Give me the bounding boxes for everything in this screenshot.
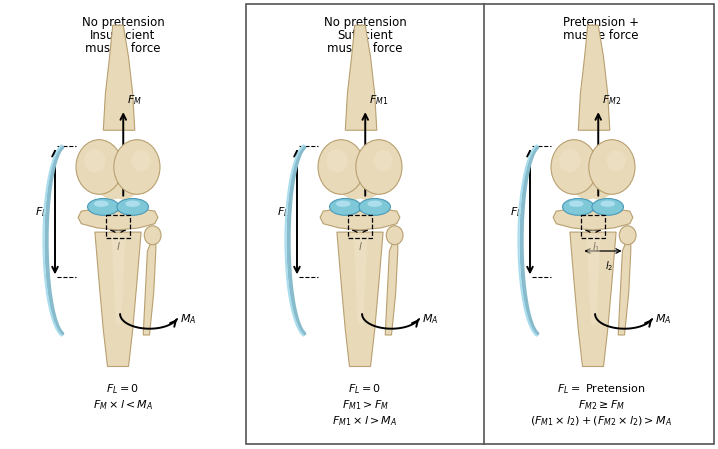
Text: $F_L = $ Pretension: $F_L = $ Pretension [556, 382, 645, 396]
Ellipse shape [126, 201, 140, 207]
Polygon shape [345, 25, 377, 130]
Polygon shape [337, 232, 383, 366]
Text: $F_L = 0$: $F_L = 0$ [348, 382, 381, 396]
Polygon shape [578, 25, 610, 130]
Bar [348, 216, 371, 238]
Text: No pretension: No pretension [324, 16, 406, 29]
Text: $F_L$: $F_L$ [277, 205, 289, 219]
Ellipse shape [330, 198, 361, 216]
Polygon shape [553, 209, 633, 230]
Ellipse shape [359, 198, 391, 216]
Text: $F_{M1} > F_M$: $F_{M1} > F_M$ [342, 398, 388, 412]
Polygon shape [354, 235, 368, 325]
Ellipse shape [94, 201, 108, 207]
Polygon shape [572, 162, 614, 201]
Ellipse shape [113, 140, 160, 194]
Text: Pretension +: Pretension + [563, 16, 639, 29]
Text: $F_{M1}$: $F_{M1}$ [370, 93, 389, 107]
Ellipse shape [373, 150, 393, 171]
Ellipse shape [386, 226, 403, 245]
Text: Sufficient: Sufficient [337, 29, 393, 42]
Polygon shape [112, 235, 126, 325]
Text: $M_A$: $M_A$ [180, 312, 197, 326]
Ellipse shape [559, 149, 580, 172]
Ellipse shape [117, 198, 149, 216]
Text: $(F_{M1} \times l_2) + (F_{M2} \times l_2) > M_A$: $(F_{M1} \times l_2) + (F_{M2} \times l_… [530, 414, 672, 427]
Text: Insufficient: Insufficient [90, 29, 156, 42]
Ellipse shape [562, 198, 594, 216]
Ellipse shape [569, 201, 584, 207]
Polygon shape [618, 241, 631, 335]
Ellipse shape [551, 140, 597, 194]
Ellipse shape [144, 226, 161, 245]
Text: $l_2$: $l_2$ [605, 260, 613, 273]
Text: muscle force: muscle force [563, 29, 639, 42]
Ellipse shape [85, 149, 106, 172]
Text: $l$: $l$ [358, 241, 363, 252]
Polygon shape [78, 209, 158, 230]
Polygon shape [320, 209, 400, 230]
Text: $F_M \times l < M_A$: $F_M \times l < M_A$ [93, 398, 153, 412]
Ellipse shape [327, 149, 348, 172]
Text: $F_M$: $F_M$ [128, 93, 142, 107]
Text: muscle force: muscle force [85, 42, 161, 55]
Polygon shape [587, 235, 600, 325]
Ellipse shape [592, 198, 623, 216]
Polygon shape [143, 241, 156, 335]
Text: $F_{M2}$: $F_{M2}$ [602, 93, 622, 107]
Ellipse shape [619, 226, 636, 245]
Text: $F_L$: $F_L$ [510, 205, 523, 219]
Ellipse shape [88, 198, 119, 216]
Text: $F_{M2} \geq F_M$: $F_{M2} \geq F_M$ [577, 398, 625, 412]
Text: $F_{M1} \times l > M_A$: $F_{M1} \times l > M_A$ [332, 414, 398, 428]
Ellipse shape [600, 201, 615, 207]
Text: $M_A$: $M_A$ [422, 312, 439, 326]
Bar [582, 216, 605, 238]
Ellipse shape [607, 150, 625, 171]
Text: $l$: $l$ [116, 241, 121, 252]
Text: $F_L = 0$: $F_L = 0$ [106, 382, 139, 396]
Ellipse shape [368, 201, 382, 207]
Text: $l_1$: $l_1$ [592, 241, 600, 254]
Text: $F_L$: $F_L$ [35, 205, 47, 219]
Polygon shape [385, 241, 398, 335]
Ellipse shape [589, 140, 635, 194]
Ellipse shape [336, 201, 350, 207]
Ellipse shape [76, 140, 122, 194]
Ellipse shape [131, 150, 151, 171]
Polygon shape [103, 25, 135, 130]
Polygon shape [570, 232, 616, 366]
Ellipse shape [356, 140, 402, 194]
Text: muscle force: muscle force [327, 42, 403, 55]
Bar [246, 4, 714, 444]
Text: No pretension: No pretension [82, 16, 164, 29]
Bar [106, 216, 129, 238]
Polygon shape [95, 232, 141, 366]
Text: $M_A$: $M_A$ [656, 312, 671, 326]
Polygon shape [339, 162, 381, 201]
Polygon shape [97, 162, 139, 201]
Ellipse shape [318, 140, 364, 194]
